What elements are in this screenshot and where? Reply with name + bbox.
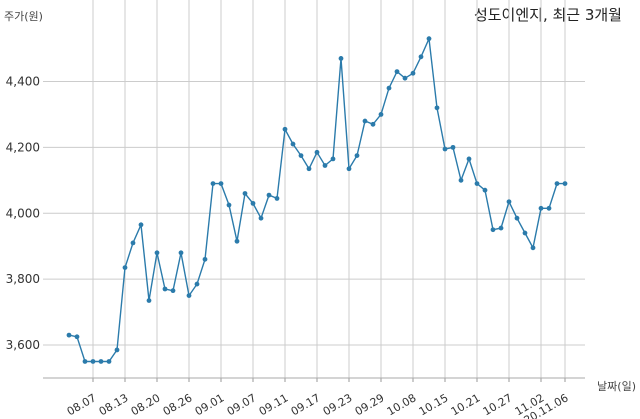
data-point: [522, 230, 528, 236]
data-point: [506, 199, 512, 205]
y-tick-label: 4,400: [6, 75, 40, 89]
x-tick-label: 09.11: [257, 391, 291, 418]
data-point: [474, 181, 480, 187]
data-point: [274, 196, 280, 201]
x-tick-label: 08.26: [161, 391, 195, 418]
data-point: [378, 112, 384, 117]
data-point: [418, 54, 424, 60]
data-point: [322, 163, 328, 168]
x-tick-label: 08.13: [97, 391, 131, 418]
data-point: [490, 227, 496, 233]
data-point: [66, 332, 72, 338]
x-tick-label: 10.27: [481, 391, 515, 418]
x-axis-label: 날짜(일): [597, 380, 636, 393]
data-point: [242, 191, 248, 196]
data-point: [106, 359, 112, 364]
data-point: [154, 250, 160, 256]
data-point: [114, 347, 120, 353]
data-point: [178, 250, 184, 256]
data-point: [554, 181, 560, 187]
data-point: [90, 359, 96, 364]
data-point: [162, 286, 168, 292]
data-point: [370, 121, 376, 127]
data-point: [138, 222, 144, 228]
data-point: [394, 69, 400, 75]
data-point: [266, 192, 272, 198]
x-tick-label: 09.29: [353, 391, 387, 418]
data-point: [306, 166, 312, 172]
data-point: [298, 153, 304, 159]
data-point: [450, 144, 456, 150]
data-point: [538, 205, 544, 211]
data-point: [466, 156, 472, 162]
data-point: [442, 146, 448, 152]
x-tick-label: 09.01: [193, 391, 227, 418]
data-point: [410, 70, 416, 76]
data-point: [202, 256, 208, 262]
data-point: [130, 240, 136, 246]
data-point: [290, 141, 296, 147]
data-point: [386, 85, 392, 91]
data-point: [146, 298, 152, 303]
x-tick-label: 10.08: [385, 391, 419, 418]
x-tick-label: 08.20: [129, 391, 163, 418]
data-point: [346, 166, 352, 172]
data-point: [330, 156, 336, 162]
data-point: [218, 181, 224, 187]
data-point: [362, 118, 368, 124]
data-point: [530, 245, 536, 251]
data-point: [226, 202, 232, 208]
data-point: [210, 181, 216, 187]
data-point: [546, 205, 552, 211]
data-point: [250, 200, 256, 206]
x-tick-label: 09.07: [225, 391, 259, 418]
x-tick-label: 09.23: [321, 391, 355, 418]
data-point: [74, 334, 80, 340]
y-tick-label: 3,600: [6, 338, 40, 352]
data-point: [458, 177, 464, 183]
data-point: [234, 238, 240, 244]
data-point: [482, 187, 488, 193]
x-tick-label: 08.07: [65, 391, 99, 418]
x-tick-label: 10.21: [449, 391, 483, 418]
data-point: [314, 149, 320, 155]
data-point: [282, 126, 288, 132]
chart-title: 성도이엔지, 최근 3개월: [473, 6, 622, 24]
data-point: [562, 181, 568, 187]
data-point: [338, 56, 344, 61]
data-point: [514, 215, 520, 221]
data-point: [170, 288, 176, 294]
data-point: [258, 215, 264, 221]
data-point: [426, 36, 432, 42]
y-tick-label: 4,000: [6, 206, 40, 220]
data-point: [434, 105, 440, 111]
data-point: [122, 265, 128, 270]
data-point: [354, 153, 360, 159]
data-point: [402, 75, 408, 81]
data-point: [186, 293, 192, 298]
data-point: [82, 359, 88, 364]
data-point: [98, 359, 104, 364]
y-axis-label: 주가(원): [4, 10, 43, 23]
y-tick-label: 4,200: [6, 140, 40, 154]
y-tick-label: 3,800: [6, 272, 40, 286]
data-point: [498, 225, 504, 231]
data-point: [194, 281, 200, 287]
x-tick-label: 09.17: [289, 391, 323, 418]
x-tick-label: 10.15: [417, 391, 451, 418]
